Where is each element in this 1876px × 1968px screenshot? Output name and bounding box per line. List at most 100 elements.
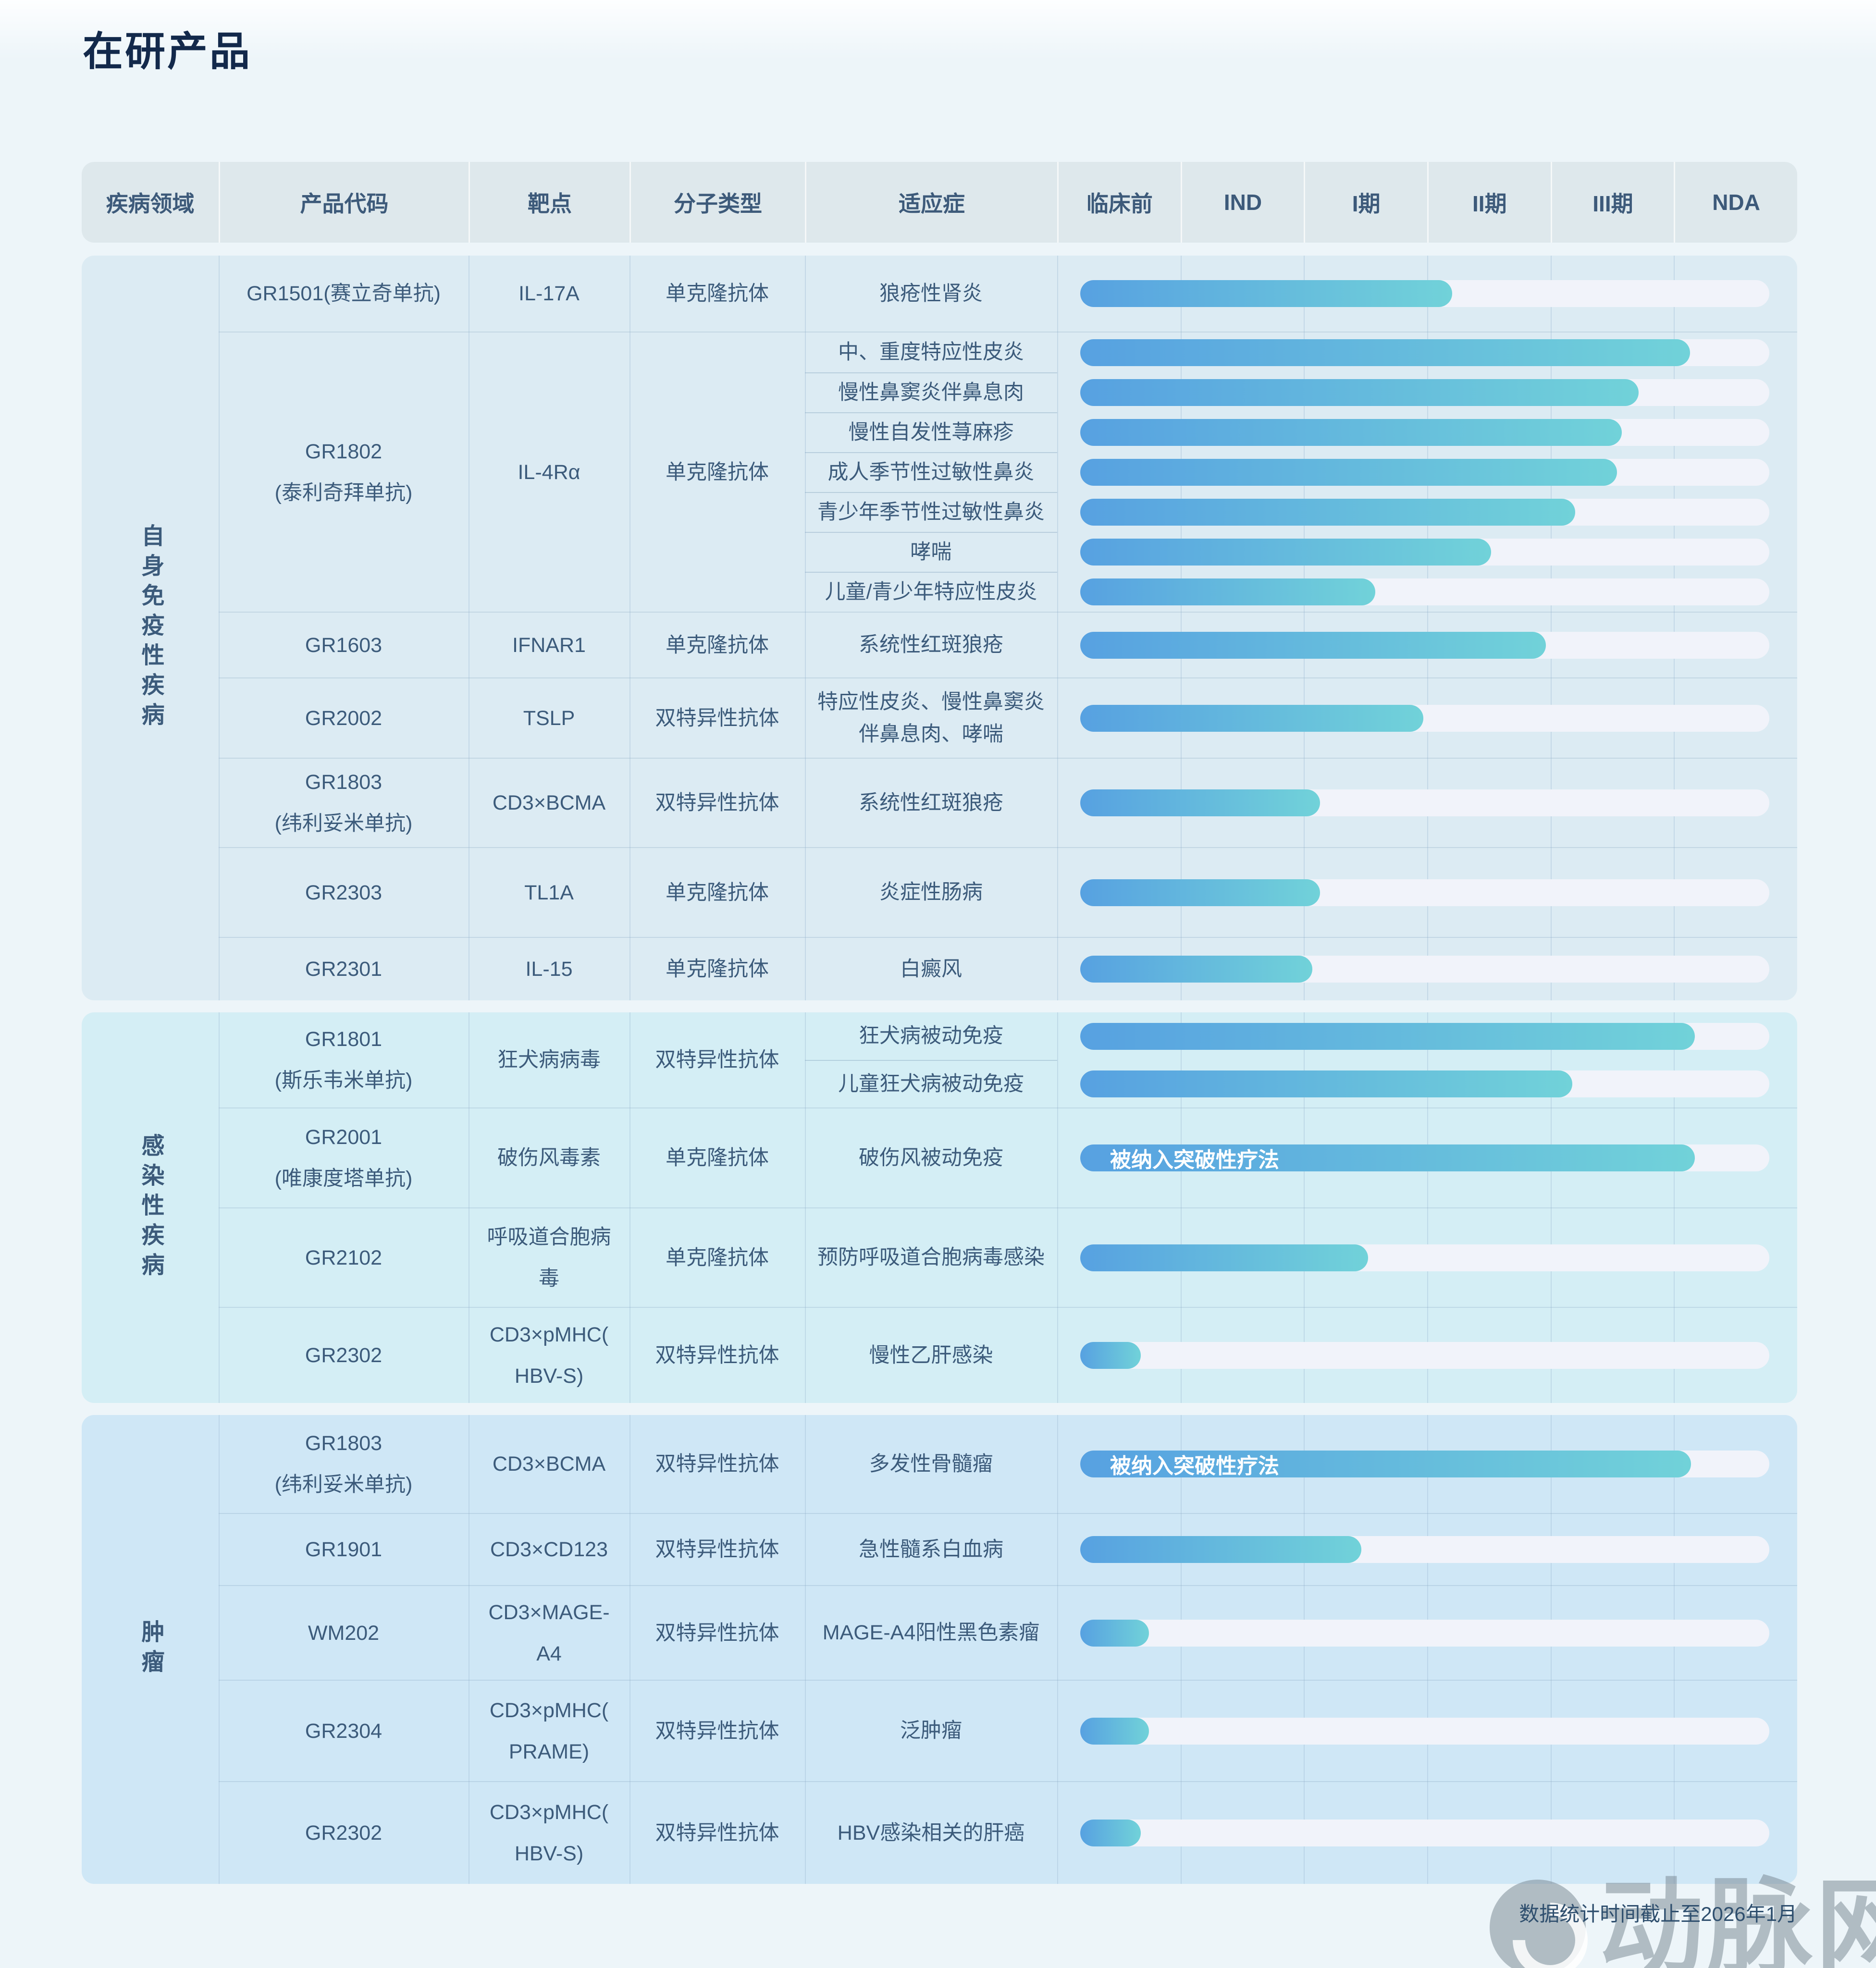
header-cell-2: 靶点 xyxy=(469,162,629,243)
phase-progress-zone xyxy=(1057,1208,1797,1307)
indication-name-line: 破伤风被动免疫 xyxy=(859,1146,1003,1169)
indication-rows: 系统性红斑狼疮 xyxy=(805,613,1797,677)
product-code-line: GR2302 xyxy=(305,1821,383,1845)
product-code: GR2304 xyxy=(219,1681,469,1781)
indication-name-line: 炎症性肠病 xyxy=(879,881,983,904)
product-code-line: GR2002 xyxy=(305,706,383,730)
indication-name-line: 中、重度特应性皮炎 xyxy=(838,341,1024,364)
indication-row: 狂犬病被动免疫 xyxy=(805,1012,1797,1060)
grid-line xyxy=(1550,256,1552,1000)
indication-row: 预防呼吸道合胞病毒感染 xyxy=(805,1208,1797,1307)
indication-name-line: 青少年季节性过敏性鼻炎 xyxy=(817,501,1045,524)
indication-row: 慢性乙肝感染 xyxy=(805,1308,1797,1403)
progress-track xyxy=(1080,1342,1769,1369)
indication-name-line: 系统性红斑狼疮 xyxy=(859,633,1003,657)
progress-bar xyxy=(1080,631,1546,659)
progress-bar xyxy=(1080,339,1691,366)
progress-bar xyxy=(1080,789,1321,816)
product-code: GR2301 xyxy=(219,938,469,1000)
phase-progress-zone xyxy=(1057,678,1797,758)
indication-rows: 慢性乙肝感染 xyxy=(805,1308,1797,1403)
phase-progress-zone xyxy=(1057,1586,1797,1680)
indication-name-line: 系统性红斑狼疮 xyxy=(859,791,1003,814)
indication-name: 青少年季节性过敏性鼻炎 xyxy=(805,492,1057,532)
product-code-line: GR1603 xyxy=(305,633,383,657)
pipeline-section: 自身免疫性疾病 GR1501(赛立奇单抗) IL-17A 单克隆抗体 狼疮性肾炎 GR18… xyxy=(82,256,1797,1000)
indication-rows: 白癜风 xyxy=(805,938,1797,1000)
progress-track: 被纳入突破性疗法 xyxy=(1080,1451,1769,1478)
pipeline-section: 肿瘤 GR1803 (纬利妥米单抗) CD3×BCMA 双特异性抗体 多发性骨髓瘤 被纳入突… xyxy=(82,1415,1797,1884)
product-row: GR2102 呼吸道合胞病毒 单克隆抗体 预防呼吸道合胞病毒感染 xyxy=(219,1207,1797,1307)
progress-bar: 被纳入突破性疗法 xyxy=(1080,1451,1691,1478)
watermark: 动脉网 xyxy=(1490,1869,1876,1968)
target: CD3×pMHC(PRAME) xyxy=(469,1681,629,1781)
target-line: HBV-S) xyxy=(514,1365,584,1388)
indication-row: MAGE-A4阳性黑色素瘤 xyxy=(805,1586,1797,1680)
progress-track xyxy=(1080,339,1769,366)
watermark-text: 动脉网 xyxy=(1598,1869,1876,1968)
grid-line xyxy=(1057,1415,1058,1884)
grid-line xyxy=(1057,256,1058,1000)
product-row: GR1603 IFNAR1 单克隆抗体 系统性红斑狼疮 xyxy=(219,612,1797,677)
disease-area-cell: 感染性疾病 xyxy=(82,1012,219,1403)
progress-track xyxy=(1080,458,1769,486)
indication-name: 急性髓系白血病 xyxy=(805,1514,1057,1585)
grid-line xyxy=(629,256,630,1000)
indication-name-line: 慢性自发性荨麻疹 xyxy=(848,421,1014,444)
progress-bar xyxy=(1080,280,1453,307)
molecule-type: 双特异性抗体 xyxy=(629,1782,805,1884)
progress-track xyxy=(1080,1536,1769,1563)
header-cell-phase-4: III期 xyxy=(1550,162,1674,243)
molecule-type-line: 单克隆抗体 xyxy=(666,958,769,981)
target-line: TSLP xyxy=(523,706,575,730)
product-code-line: GR2301 xyxy=(305,958,383,981)
product-row: GR2302 CD3×pMHC(HBV-S) 双特异性抗体 慢性乙肝感染 xyxy=(219,1307,1797,1403)
disease-area-label: 肿瘤 xyxy=(137,1620,163,1679)
product-row: GR2002 TSLP 双特异性抗体 特应性皮炎、慢性鼻窦炎 伴鼻息肉、哮喘 xyxy=(219,677,1797,758)
indication-name-line: 预防呼吸道合胞病毒感染 xyxy=(817,1246,1045,1269)
molecule-type: 双特异性抗体 xyxy=(629,1415,805,1513)
target-line: CD3×pMHC( xyxy=(489,1323,609,1346)
phase-progress-zone xyxy=(1057,452,1797,492)
molecule-type: 单克隆抗体 xyxy=(629,1108,805,1207)
target: CD3×CD123 xyxy=(469,1514,629,1585)
progress-track xyxy=(1080,578,1769,605)
phase-progress-zone xyxy=(1057,1060,1797,1107)
indication-name-line: 成人季节性过敏性鼻炎 xyxy=(827,461,1035,484)
target: TSLP xyxy=(469,678,629,758)
indication-name: HBV感染相关的肝癌 xyxy=(805,1782,1057,1884)
table-header-row: 疾病领域 产品代码 靶点 分子类型 适应症 临床前 IND I期 II期 III期 NDA xyxy=(82,162,1797,243)
product-code-line: (纬利妥米单抗) xyxy=(274,1473,413,1496)
indication-rows: 泛肿瘤 xyxy=(805,1681,1797,1781)
target-line: CD3×MAGE- xyxy=(488,1600,610,1624)
indication-name: 慢性鼻窦炎伴鼻息肉 xyxy=(805,372,1057,412)
target-line: PRAME) xyxy=(508,1740,590,1763)
molecule-type: 双特异性抗体 xyxy=(629,1681,805,1781)
indication-name: 泛肿瘤 xyxy=(805,1681,1057,1781)
product-code: GR2102 xyxy=(219,1208,469,1307)
header-cell-1: 产品代码 xyxy=(219,162,469,243)
grid-line xyxy=(805,1012,806,1403)
indication-name: 狂犬病被动免疫 xyxy=(805,1012,1057,1060)
target: CD3×BCMA xyxy=(469,1415,629,1513)
progress-track xyxy=(1080,789,1769,816)
grid-line xyxy=(219,1012,220,1403)
product-code-line: GR1901 xyxy=(305,1538,383,1561)
molecule-type-line: 双特异性抗体 xyxy=(655,1452,779,1476)
progress-track xyxy=(1080,631,1769,659)
product-code-line: (纬利妥米单抗) xyxy=(274,812,413,835)
indication-row: 多发性骨髓瘤 被纳入突破性疗法 xyxy=(805,1415,1797,1513)
header-cell-phase-0: 临床前 xyxy=(1057,162,1181,243)
molecule-type: 单克隆抗体 xyxy=(629,256,805,332)
molecule-type-line: 双特异性抗体 xyxy=(655,791,779,814)
indication-row: 系统性红斑狼疮 xyxy=(805,759,1797,847)
molecule-type-line: 单克隆抗体 xyxy=(666,881,769,904)
progress-bar xyxy=(1080,1342,1141,1369)
pipeline-table: 疾病领域 产品代码 靶点 分子类型 适应症 临床前 IND I期 II期 III期 NDA 自身免疫… xyxy=(82,162,1797,1896)
phase-progress-zone xyxy=(1057,1012,1797,1060)
indication-rows: MAGE-A4阳性黑色素瘤 xyxy=(805,1586,1797,1680)
phase-progress-zone: 被纳入突破性疗法 xyxy=(1057,1415,1797,1513)
phase-progress-zone xyxy=(1057,332,1797,372)
progress-track xyxy=(1080,1717,1769,1745)
progress-track xyxy=(1080,1619,1769,1647)
